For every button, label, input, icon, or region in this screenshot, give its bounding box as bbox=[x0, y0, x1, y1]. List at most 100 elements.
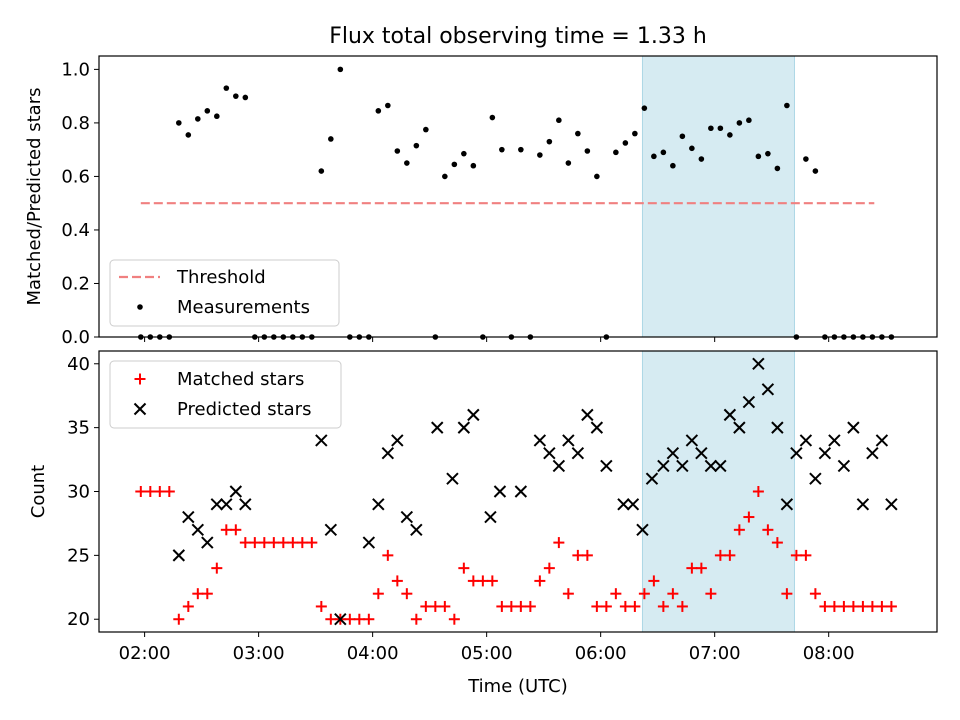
predicted-star-marker bbox=[514, 485, 528, 498]
marker-stroke bbox=[446, 472, 459, 485]
matched-star-marker bbox=[800, 549, 812, 561]
marker-stroke bbox=[866, 446, 879, 460]
matched-star-marker bbox=[667, 588, 679, 600]
matched-star-marker bbox=[695, 562, 707, 574]
y-tick-label: 0.4 bbox=[61, 220, 90, 241]
predicted-star-marker bbox=[752, 357, 765, 370]
matched-star-marker bbox=[515, 600, 527, 612]
x-tick-label: 03:00 bbox=[233, 643, 285, 664]
matched-star-marker bbox=[781, 588, 793, 600]
predicted-star-marker bbox=[493, 485, 507, 498]
marker-stroke bbox=[182, 510, 195, 524]
matched-star-marker bbox=[809, 588, 821, 600]
matched-star-marker bbox=[743, 511, 755, 523]
matched-star-marker bbox=[838, 600, 850, 612]
predicted-star-marker bbox=[742, 395, 756, 409]
predicted-star-marker bbox=[809, 472, 822, 485]
matched-star-marker bbox=[458, 562, 470, 574]
measurement-point bbox=[423, 126, 429, 133]
matched-star-marker bbox=[306, 537, 318, 549]
measurement-point bbox=[736, 120, 743, 126]
y-tick-label: 30 bbox=[67, 482, 90, 503]
marker-stroke bbox=[780, 498, 794, 511]
measurement-point bbox=[442, 173, 448, 180]
predicted-star-marker bbox=[201, 536, 214, 549]
marker-stroke bbox=[790, 446, 803, 460]
x-tick-label: 05:00 bbox=[461, 643, 513, 664]
marker-stroke bbox=[742, 395, 756, 409]
matched-star-marker bbox=[676, 600, 688, 612]
marker-stroke bbox=[324, 523, 338, 537]
predicted-star-marker bbox=[239, 498, 252, 511]
y-tick-label: 1.0 bbox=[61, 59, 90, 80]
predicted-star-marker bbox=[790, 446, 803, 460]
y-tick-label: 20 bbox=[67, 609, 90, 630]
predicted-star-marker bbox=[818, 446, 832, 460]
predicted-star-marker bbox=[391, 434, 404, 447]
marker-stroke bbox=[514, 485, 528, 498]
marker-stroke bbox=[847, 421, 860, 434]
matched-star-marker bbox=[828, 600, 840, 612]
measurement-point bbox=[717, 125, 724, 132]
measurement-point bbox=[176, 120, 182, 126]
observing-window-span bbox=[641, 350, 795, 633]
marker-stroke bbox=[809, 472, 822, 485]
measurement-point bbox=[185, 132, 192, 138]
matched-star-marker bbox=[857, 600, 869, 612]
marker-stroke bbox=[875, 434, 889, 447]
legend-box bbox=[109, 259, 340, 327]
legend-measurement-label: Measurements bbox=[177, 297, 310, 318]
measurement-point bbox=[375, 108, 382, 114]
matched-star-marker bbox=[154, 486, 166, 497]
predicted-star-marker bbox=[431, 421, 444, 434]
predicted-star-marker bbox=[315, 434, 328, 447]
x-tick-label: 02:00 bbox=[119, 643, 171, 664]
matched-star-marker bbox=[144, 486, 156, 497]
predicted-star-marker bbox=[400, 510, 414, 524]
measurement-point bbox=[698, 156, 705, 162]
matched-star-marker bbox=[182, 600, 194, 612]
matched-star-marker bbox=[410, 613, 422, 625]
matched-star-marker bbox=[610, 588, 622, 600]
predicted-star-marker bbox=[837, 459, 851, 473]
measurement-point bbox=[318, 168, 325, 174]
matched-star-marker bbox=[866, 600, 878, 612]
predicted-star-marker bbox=[571, 446, 585, 460]
measurement-point bbox=[746, 117, 752, 124]
marker-stroke bbox=[645, 472, 659, 485]
matched-star-marker bbox=[258, 537, 270, 549]
marker-stroke bbox=[410, 523, 423, 537]
measurement-point bbox=[499, 146, 505, 153]
matched-star-marker bbox=[505, 600, 517, 612]
predicted-star-marker bbox=[590, 421, 604, 434]
marker-stroke bbox=[828, 434, 841, 447]
predicted-star-marker bbox=[626, 498, 640, 511]
measurement-point bbox=[565, 160, 572, 166]
matched-star-marker bbox=[477, 575, 489, 587]
marker-stroke bbox=[431, 421, 444, 434]
matched-star-marker bbox=[591, 600, 603, 612]
measurement-point bbox=[556, 117, 562, 124]
marker-stroke bbox=[484, 510, 497, 524]
marker-stroke bbox=[695, 446, 708, 460]
marker-stroke bbox=[191, 523, 205, 537]
measurement-point bbox=[670, 162, 676, 169]
marker-stroke bbox=[229, 485, 243, 498]
predicted-star-marker bbox=[733, 421, 746, 434]
matched-star-marker bbox=[752, 486, 764, 497]
measurement-point bbox=[328, 136, 334, 142]
predicted-star-marker bbox=[552, 459, 566, 473]
measurement-point bbox=[660, 149, 667, 156]
marker-stroke bbox=[771, 421, 784, 434]
matched-star-marker bbox=[629, 600, 641, 612]
predicted-star-marker bbox=[372, 498, 385, 511]
measurement-point bbox=[223, 85, 230, 91]
measurement-point bbox=[774, 165, 781, 172]
predicted-star-marker bbox=[723, 408, 737, 422]
predicted-star-marker bbox=[381, 446, 395, 460]
marker-stroke bbox=[704, 459, 718, 473]
matched-star-marker bbox=[296, 537, 308, 549]
marker-stroke bbox=[733, 421, 746, 434]
measurement-point bbox=[689, 145, 695, 152]
matched-star-marker bbox=[239, 537, 251, 549]
